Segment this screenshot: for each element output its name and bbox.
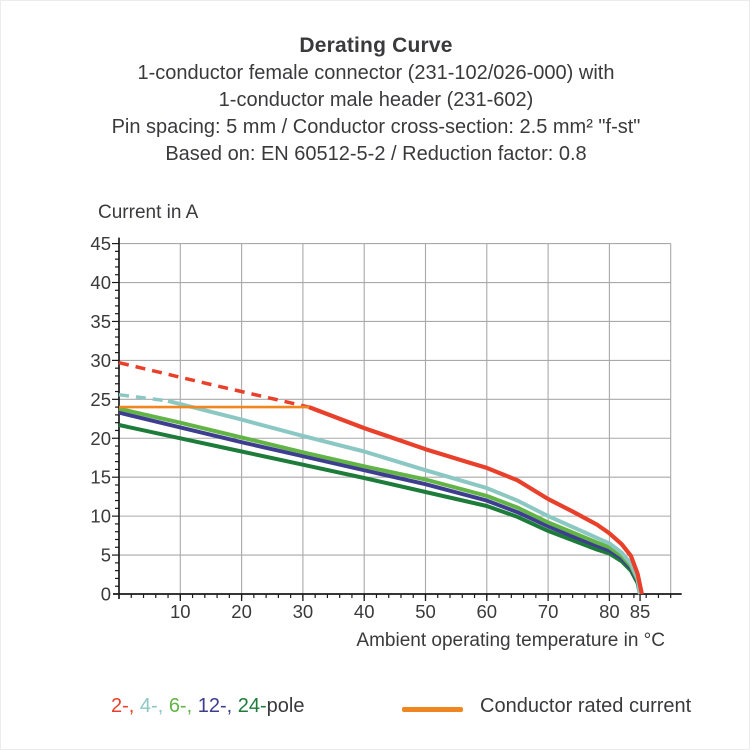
x-tick-label: 85 bbox=[630, 601, 651, 622]
x-tick-label: 60 bbox=[477, 601, 498, 622]
legend-pole-token: 12-, bbox=[197, 695, 238, 717]
y-tick-label: 15 bbox=[90, 467, 111, 488]
rated-current-legend-label: Conductor rated current bbox=[480, 695, 692, 717]
legend-pole-token: 4-, bbox=[139, 695, 169, 717]
x-tick-label: 40 bbox=[354, 601, 375, 622]
chart-header: Derating Curve 1-conductor female connec… bbox=[1, 32, 749, 168]
chart-subtitle-2: 1-conductor male header (231-602) bbox=[218, 89, 534, 111]
x-tick-label: 50 bbox=[415, 601, 436, 622]
x-tick-label: 10 bbox=[170, 601, 191, 622]
legend-pole-token: 2-, bbox=[111, 695, 140, 717]
curve-4-pole bbox=[167, 398, 642, 595]
legend-pole-suffix: pole bbox=[266, 695, 305, 717]
legend-pole-token: 24- bbox=[237, 695, 267, 717]
x-axis-title: Ambient operating temperature in °C bbox=[356, 630, 665, 651]
x-tick-label: 20 bbox=[231, 601, 252, 622]
chart-subtitle-4: Based on: EN 60512-5-2 / Reduction facto… bbox=[165, 143, 587, 165]
y-tick-label: 25 bbox=[90, 389, 111, 410]
legend-pole-labels: 2-, 4-, 6-, 12-, 24-pole bbox=[111, 695, 304, 718]
y-tick-label: 20 bbox=[90, 428, 111, 449]
chart-subtitle-3: Pin spacing: 5 mm / Conductor cross-sect… bbox=[111, 116, 641, 138]
curve-24-pole bbox=[118, 423, 642, 595]
y-tick-label: 45 bbox=[90, 233, 111, 254]
curve-12-pole bbox=[118, 410, 642, 595]
curve-6-pole bbox=[118, 406, 642, 595]
y-tick-label: 0 bbox=[101, 584, 111, 605]
x-tick-label: 30 bbox=[293, 601, 314, 622]
curve-2-pole bbox=[308, 405, 644, 595]
chart-title: Derating Curve bbox=[299, 34, 453, 57]
x-tick-label: 70 bbox=[538, 601, 559, 622]
chart-subtitle-1: 1-conductor female connector (231-102/02… bbox=[137, 62, 615, 84]
legend-pole-token: 6-, bbox=[168, 695, 198, 717]
y-tick-label: 5 bbox=[101, 545, 111, 566]
x-tick-label: 80 bbox=[599, 601, 620, 622]
y-tick-label: 30 bbox=[90, 350, 111, 371]
y-axis-title: Current in A bbox=[98, 202, 199, 223]
curve-2-pole-dashed bbox=[118, 360, 310, 409]
y-tick-label: 35 bbox=[90, 311, 111, 332]
y-tick-label: 10 bbox=[90, 506, 111, 527]
curve-4-pole-dashed bbox=[118, 392, 169, 403]
rated-current-line-swatch bbox=[402, 707, 463, 712]
y-tick-label: 40 bbox=[90, 272, 111, 293]
